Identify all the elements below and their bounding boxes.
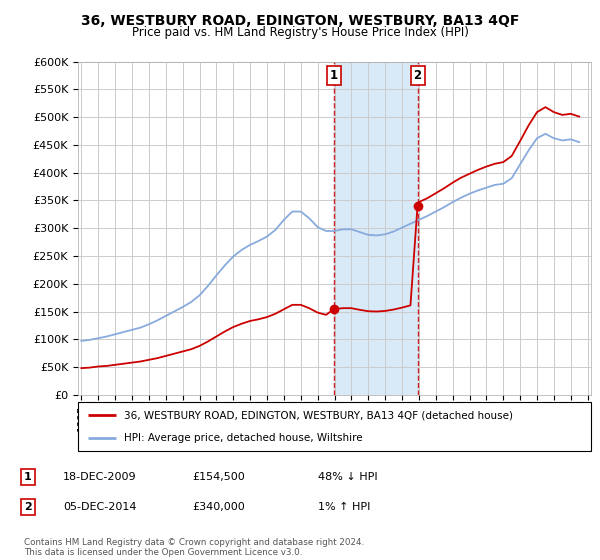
Text: Contains HM Land Registry data © Crown copyright and database right 2024.
This d: Contains HM Land Registry data © Crown c… (24, 538, 364, 557)
Text: 2: 2 (413, 69, 422, 82)
Text: 1: 1 (24, 472, 32, 482)
Text: 1: 1 (330, 69, 338, 82)
Text: 36, WESTBURY ROAD, EDINGTON, WESTBURY, BA13 4QF (detached house): 36, WESTBURY ROAD, EDINGTON, WESTBURY, B… (124, 410, 513, 421)
Text: £340,000: £340,000 (192, 502, 245, 512)
Text: 36, WESTBURY ROAD, EDINGTON, WESTBURY, BA13 4QF: 36, WESTBURY ROAD, EDINGTON, WESTBURY, B… (81, 14, 519, 28)
Bar (334, 62, 418, 395)
Text: 18-DEC-2009: 18-DEC-2009 (63, 472, 137, 482)
Text: 1% ↑ HPI: 1% ↑ HPI (318, 502, 370, 512)
FancyBboxPatch shape (78, 402, 591, 451)
Text: 48% ↓ HPI: 48% ↓ HPI (318, 472, 377, 482)
Text: £154,500: £154,500 (192, 472, 245, 482)
Text: 05-DEC-2014: 05-DEC-2014 (63, 502, 137, 512)
Text: Price paid vs. HM Land Registry's House Price Index (HPI): Price paid vs. HM Land Registry's House … (131, 26, 469, 39)
Text: 2: 2 (24, 502, 32, 512)
Text: HPI: Average price, detached house, Wiltshire: HPI: Average price, detached house, Wilt… (124, 433, 363, 444)
